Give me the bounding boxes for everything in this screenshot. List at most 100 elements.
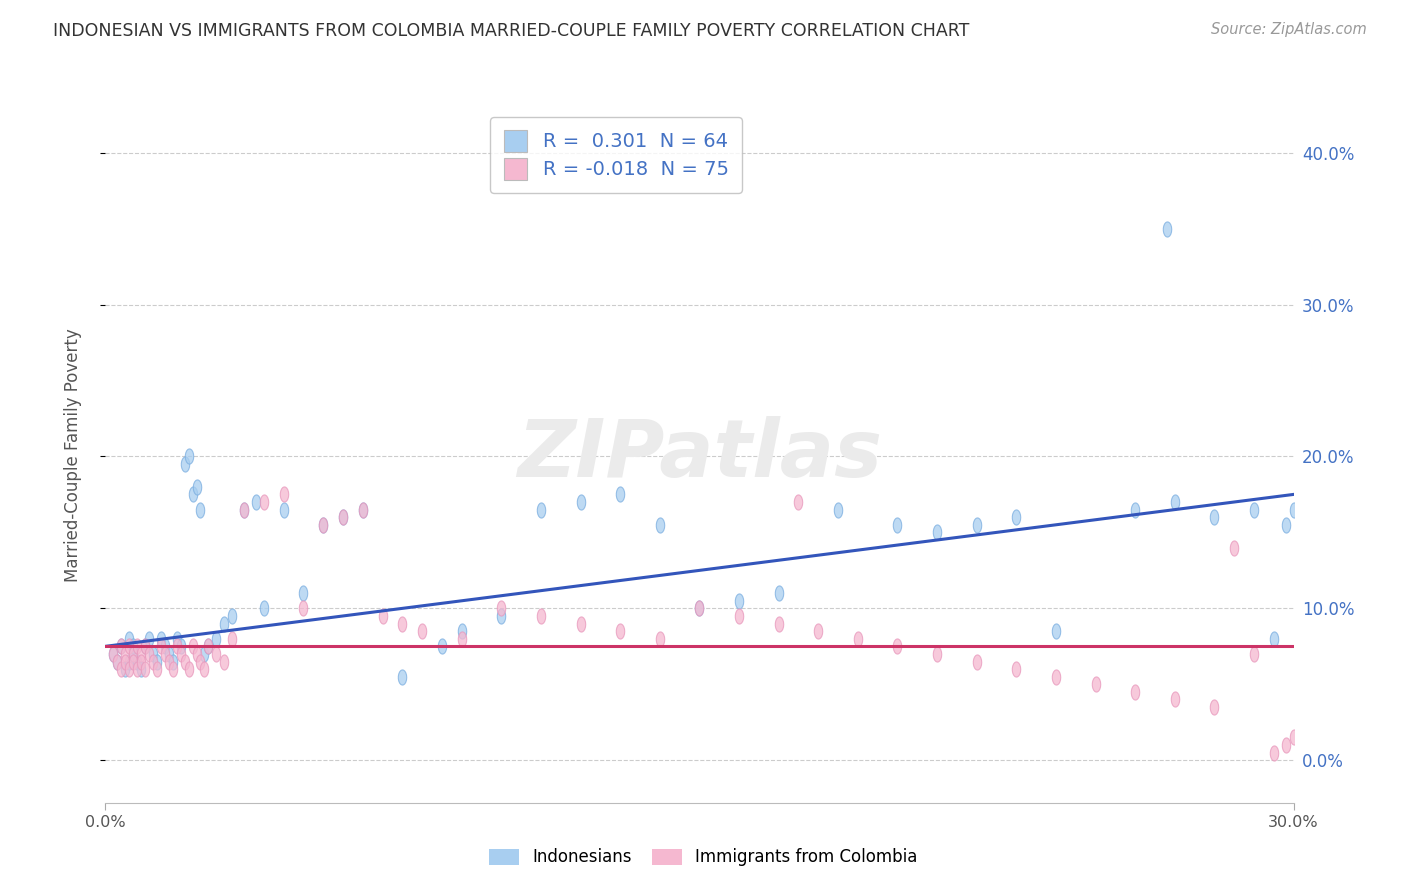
Point [1164, 692, 1187, 706]
Point [181, 640, 204, 654]
Point [728, 609, 751, 624]
Point [190, 502, 212, 516]
Point [245, 495, 267, 509]
Point [134, 662, 156, 676]
Text: INDONESIAN VS IMMIGRANTS FROM COLOMBIA MARRIED-COUPLE FAMILY POVERTY CORRELATION: INDONESIAN VS IMMIGRANTS FROM COLOMBIA M… [53, 22, 970, 40]
Point [1322, 746, 1344, 760]
Point [1156, 221, 1178, 235]
Text: ZIPatlas: ZIPatlas [517, 416, 882, 494]
Point [166, 632, 188, 646]
Point [103, 647, 125, 661]
Point [173, 655, 195, 669]
Point [966, 655, 988, 669]
Legend: R =  0.301  N = 64, R = -0.018  N = 75: R = 0.301 N = 64, R = -0.018 N = 75 [491, 117, 742, 194]
Point [114, 647, 136, 661]
Point [411, 624, 433, 639]
Point [1282, 502, 1305, 516]
Point [233, 502, 256, 516]
Point [1204, 700, 1226, 714]
Point [214, 655, 236, 669]
Point [827, 502, 849, 516]
Point [173, 457, 195, 471]
Point [149, 640, 172, 654]
Point [768, 616, 790, 631]
Point [292, 601, 315, 615]
Point [127, 655, 149, 669]
Point [118, 662, 141, 676]
Point [138, 632, 160, 646]
Point [110, 640, 132, 654]
Point [177, 662, 200, 676]
Point [129, 647, 152, 661]
Point [352, 502, 374, 516]
Point [689, 601, 711, 615]
Point [146, 662, 169, 676]
Point [149, 632, 172, 646]
Point [1045, 670, 1067, 684]
Point [142, 655, 165, 669]
Point [925, 525, 948, 540]
Point [787, 495, 810, 509]
Point [925, 647, 948, 661]
Point [110, 662, 132, 676]
Point [1204, 510, 1226, 524]
Point [110, 640, 132, 654]
Point [966, 517, 988, 532]
Point [114, 655, 136, 669]
Point [1223, 541, 1246, 555]
Point [1302, 715, 1324, 730]
Point [166, 640, 188, 654]
Point [312, 517, 335, 532]
Point [146, 655, 169, 669]
Point [233, 502, 256, 516]
Point [181, 487, 204, 501]
Point [1243, 502, 1265, 516]
Point [142, 647, 165, 661]
Point [1005, 662, 1028, 676]
Point [153, 640, 176, 654]
Point [162, 662, 184, 676]
Point [1274, 517, 1296, 532]
Point [221, 632, 243, 646]
Point [122, 647, 145, 661]
Point [205, 632, 228, 646]
Point [1123, 502, 1146, 516]
Point [450, 632, 472, 646]
Point [1263, 746, 1285, 760]
Text: Source: ZipAtlas.com: Source: ZipAtlas.com [1211, 22, 1367, 37]
Point [127, 640, 149, 654]
Point [177, 450, 200, 464]
Point [312, 517, 335, 532]
Legend: Indonesians, Immigrants from Colombia: Indonesians, Immigrants from Colombia [482, 842, 924, 873]
Point [197, 640, 219, 654]
Point [1282, 731, 1305, 745]
Point [728, 593, 751, 607]
Point [430, 640, 453, 654]
Point [352, 502, 374, 516]
Point [153, 647, 176, 661]
Point [157, 655, 180, 669]
Point [127, 662, 149, 676]
Point [205, 647, 228, 661]
Point [273, 487, 295, 501]
Point [157, 647, 180, 661]
Point [1274, 738, 1296, 752]
Point [122, 640, 145, 654]
Point [193, 662, 215, 676]
Point [609, 487, 631, 501]
Point [114, 662, 136, 676]
Y-axis label: Married-Couple Family Poverty: Married-Couple Family Poverty [63, 328, 82, 582]
Point [807, 624, 830, 639]
Point [170, 640, 193, 654]
Point [103, 647, 125, 661]
Point [273, 502, 295, 516]
Point [1164, 495, 1187, 509]
Point [768, 586, 790, 600]
Point [197, 640, 219, 654]
Point [1315, 707, 1337, 722]
Point [118, 632, 141, 646]
Point [118, 640, 141, 654]
Point [186, 480, 208, 494]
Point [193, 647, 215, 661]
Point [332, 510, 354, 524]
